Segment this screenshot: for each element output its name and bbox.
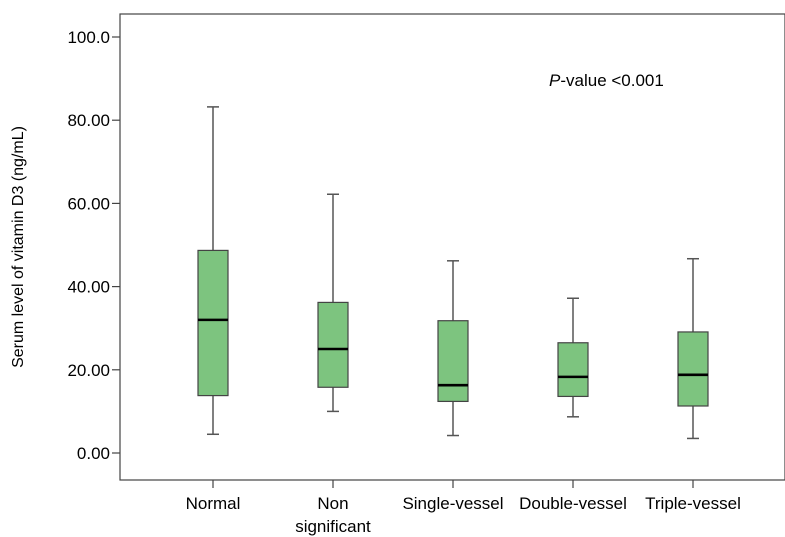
y-axis: 0.00 20.00 40.00 60.00 80.00 100.0 xyxy=(67,28,120,463)
box-iqr xyxy=(677,331,709,407)
y-tick-label: 80.00 xyxy=(67,111,110,130)
y-tick-label: 60.00 xyxy=(67,194,110,213)
y-tick-label: 20.00 xyxy=(67,361,110,380)
y-tick-label: 100.0 xyxy=(67,28,110,47)
y-axis-title: Serum level of vitamin D3 (ng/mL) xyxy=(10,126,27,368)
box-iqr xyxy=(557,342,589,398)
box-group xyxy=(557,297,589,418)
box-group xyxy=(197,106,229,436)
p-value-rest: -value <0.001 xyxy=(560,71,664,90)
box-group xyxy=(677,257,709,440)
box-iqr xyxy=(317,301,349,388)
y-tick-label: 40.00 xyxy=(67,278,110,297)
x-tick-label-line: Single-vessel xyxy=(402,494,503,513)
x-tick-label: Triple-vessel xyxy=(645,494,741,513)
box-iqr xyxy=(197,249,229,397)
x-tick-label: Normal xyxy=(186,494,241,513)
p-value-italic: P xyxy=(549,71,561,90)
boxes xyxy=(197,106,709,440)
x-tick-label-line: significant xyxy=(295,517,371,536)
x-tick-label: Double-vessel xyxy=(519,494,627,513)
x-tick-label: Non significant xyxy=(295,494,371,536)
y-tick-label: 0.00 xyxy=(77,444,110,463)
x-axis-labels: Normal Non significant Single-vessel Double-… xyxy=(186,480,741,536)
x-tick-label-line: Double-vessel xyxy=(519,494,627,513)
p-value-annotation: P-value <0.001 xyxy=(549,71,664,90)
x-tick-label: Single-vessel xyxy=(402,494,503,513)
box-iqr xyxy=(437,320,469,403)
box-group xyxy=(437,260,469,437)
x-tick-label-line: Normal xyxy=(186,494,241,513)
box-group xyxy=(317,193,349,413)
x-tick-label-line: Triple-vessel xyxy=(645,494,741,513)
x-tick-label-line: Non xyxy=(317,494,348,513)
